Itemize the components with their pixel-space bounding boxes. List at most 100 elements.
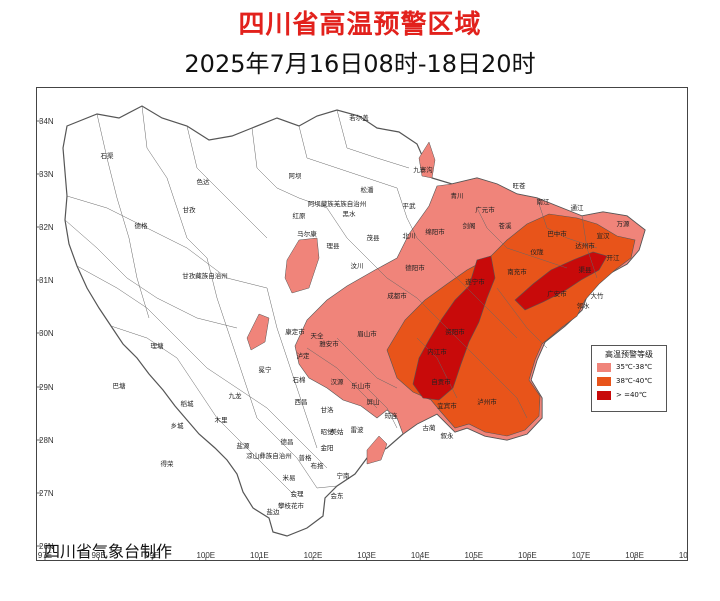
place-label: 内江市 [427,347,447,356]
lat-tick-label: 32N [39,223,54,232]
place-label: 冕宁 [259,365,273,374]
legend-swatch-level2 [597,376,611,386]
place-label: 邻水 [577,301,591,310]
place-label: 黑水 [343,209,357,218]
place-label: 理塘 [151,341,165,350]
place-label: 筠连 [385,411,399,420]
place-label: 广安市 [547,289,567,298]
place-label: 古蔺 [423,423,437,432]
place-label: 石棉 [293,375,307,384]
place-label: 遂宁市 [465,277,485,286]
place-label: 旺苍 [513,181,527,190]
credit-text: 四川省气象台制作 [44,542,173,561]
place-label: 西昌 [295,398,308,406]
place-label: 雅安市 [319,339,339,348]
lon-tick-label: 102E [304,551,323,560]
place-label: 南充市 [507,267,527,276]
place-label: 宁南 [337,471,351,480]
place-label: 阿坝 [289,171,303,180]
place-label: 康定市 [285,327,305,336]
place-label: 得荣 [161,459,175,468]
place-label: 泸州市 [477,397,497,406]
place-label: 南江 [537,197,551,206]
lon-tick-label: 105E [464,551,483,560]
place-label: 金阳 [321,443,334,452]
place-label: 石渠 [101,151,115,160]
lon-tick-label: 106E [518,551,537,560]
place-label: 眉山市 [357,329,377,338]
place-label: 昭觉 [321,427,335,436]
lon-tick-label: 100E [196,551,215,560]
legend-swatch-level3 [597,390,611,400]
place-label: 开江 [607,254,621,262]
place-label: 理县 [327,242,341,250]
place-label: 乐山市 [351,381,371,390]
place-label: 甘孜藏族自治州 [182,271,228,280]
map-legend: 高温预警等级 35℃-38℃ 38℃-40℃ > =40℃ [591,345,667,412]
place-label: 天全 [311,331,325,340]
place-label: 九寨沟 [413,165,433,174]
place-label: 大竹 [591,291,605,300]
place-label: 仪陇 [531,247,545,256]
lat-tick-label: 33N [39,170,54,179]
place-label: 普格 [299,453,313,462]
place-label: 德阳市 [405,263,425,272]
place-label: 宣汉 [597,231,611,240]
place-label: 会东 [331,491,345,500]
warning-zone-level3-west [412,255,496,401]
place-label: 会理 [291,489,305,498]
place-label: 盐源 [237,441,251,450]
lon-tick-label: 108E [625,551,644,560]
warning-zone-level3-east [514,251,608,311]
place-label: 甘洛 [321,405,335,414]
place-label: 德格 [135,221,149,230]
lon-tick-label: 104E [411,551,430,560]
place-label: 马尔康 [297,229,317,238]
place-label: 汶川 [351,261,364,270]
lat-tick-label: 26N [39,542,54,551]
place-label: 通江 [571,203,585,212]
lat-tick-label: 31N [39,276,54,285]
place-label: 布拖 [311,461,325,470]
lon-tick-label: 97E [38,551,52,560]
place-label: 德昌 [281,437,294,446]
legend-label-level2: 38℃-40℃ [616,377,653,385]
place-label: 自贡市 [431,377,451,386]
place-label: 资阳市 [445,327,465,336]
place-label: 盐边 [267,507,281,516]
place-label: 美姑 [331,427,345,436]
legend-label-level1: 35℃-38℃ [616,363,653,371]
place-label: 雷波 [351,425,365,434]
lat-tick-label: 29N [39,383,54,392]
legend-item-level3: > =40℃ [592,388,666,402]
place-label: 乡城 [171,422,185,430]
place-label: 北川 [403,232,416,240]
place-label: 茂县 [367,233,381,242]
lon-tick-label: 109E [679,551,688,560]
place-label: 叙永 [441,431,455,440]
place-label: 色达 [197,177,211,186]
place-label: 剑阁 [463,221,476,230]
legend-item-level2: 38℃-40℃ [592,374,666,388]
lon-tick-label: 103E [357,551,376,560]
lat-tick-label: 28N [39,436,54,445]
legend-label-level3: > =40℃ [616,391,647,399]
county-boundaries [64,105,598,499]
place-label: 绵阳市 [425,227,445,236]
place-label: 青川 [451,191,464,200]
lon-tick-label: 107E [572,551,591,560]
place-label: 成都市 [387,291,407,300]
lat-tick-label: 34N [39,117,54,126]
map-frame: 石渠 德格 甘孜 色达 若尔盖 九寨沟 阿坝 红原 黑水 松潘 平武 青川 广元市 旺苍 南江 通江 万源 巴中市… [36,87,688,561]
place-label: 宜宾市 [437,401,457,410]
warning-zone-level1-west-a [284,237,320,294]
legend-swatch-level1 [597,362,611,372]
map-title: 四川省高温预警区域 [238,10,482,40]
place-label: 泸定 [297,351,311,360]
place-label: 木里 [215,415,229,424]
map-subtitle: 2025年7月16日08时-18日20时 [184,50,536,78]
place-label: 九龙 [229,391,243,400]
place-label: 凉山彝族自治州 [246,451,292,460]
place-label: 松潘 [361,185,375,194]
